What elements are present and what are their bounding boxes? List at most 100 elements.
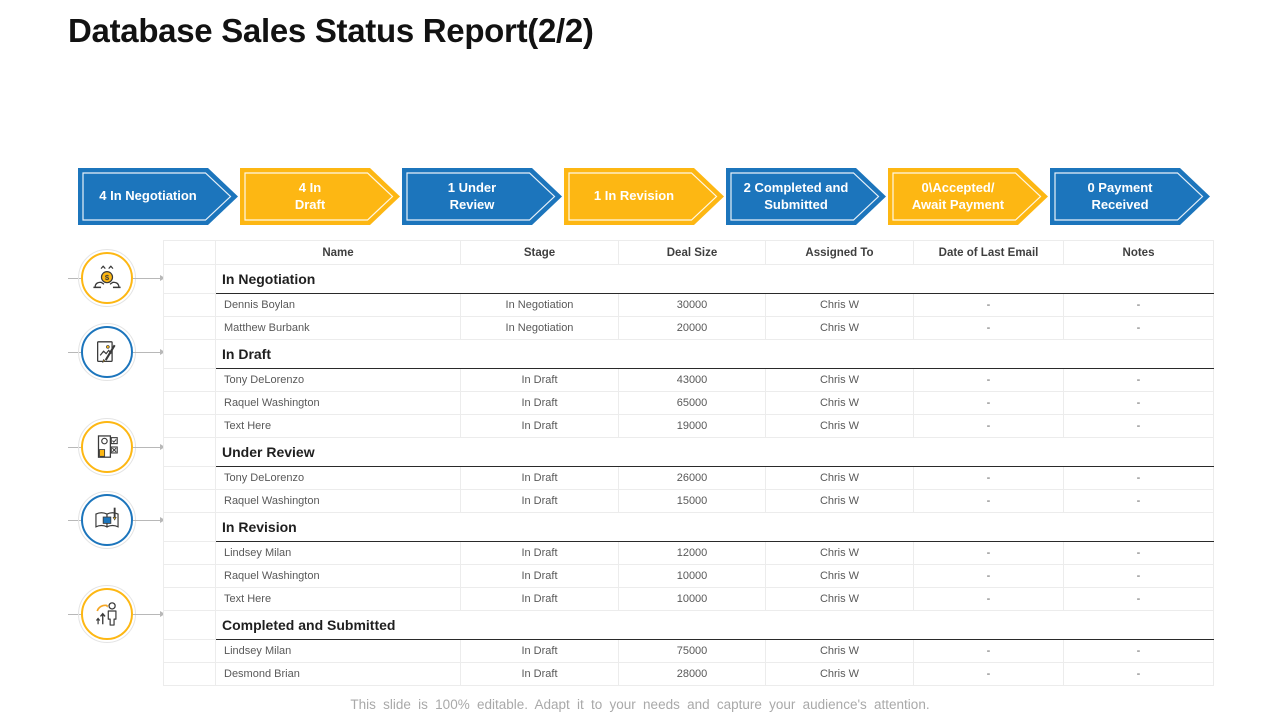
cell-deal[interactable]: 43000 xyxy=(618,368,766,392)
section-title[interactable]: Under Review xyxy=(215,437,1214,467)
cell-name[interactable]: Raquel Washington xyxy=(215,391,461,415)
pipeline-step-6[interactable]: 0\Accepted/ Await Payment xyxy=(888,168,1048,225)
section-title[interactable]: Completed and Submitted xyxy=(215,610,1214,640)
cell-assigned[interactable]: Chris W xyxy=(765,368,914,392)
cell-name[interactable]: Text Here xyxy=(215,587,461,611)
section-title[interactable]: In Revision xyxy=(215,512,1214,542)
cell-name[interactable]: Dennis Boylan xyxy=(215,293,461,317)
cell-name[interactable]: Desmond Brian xyxy=(215,662,461,686)
cell-date[interactable]: - xyxy=(913,662,1064,686)
cell-notes[interactable]: - xyxy=(1063,662,1214,686)
cell-assigned[interactable]: Chris W xyxy=(765,293,914,317)
row-spacer-cell xyxy=(163,316,216,340)
cell-name[interactable]: Text Here xyxy=(215,414,461,438)
cell-stage[interactable]: In Negotiation xyxy=(460,293,619,317)
cell-name[interactable]: Matthew Burbank xyxy=(215,316,461,340)
connector-arrow xyxy=(133,516,165,523)
cell-assigned[interactable]: Chris W xyxy=(765,489,914,513)
cell-deal[interactable]: 19000 xyxy=(618,414,766,438)
draft-document-icon[interactable] xyxy=(78,323,136,381)
cell-deal[interactable]: 12000 xyxy=(618,541,766,565)
cell-stage[interactable]: In Draft xyxy=(460,639,619,663)
revision-book-icon[interactable] xyxy=(78,491,136,549)
cell-assigned[interactable]: Chris W xyxy=(765,391,914,415)
row-spacer-cell xyxy=(163,489,216,513)
cell-stage[interactable]: In Draft xyxy=(460,662,619,686)
cell-name[interactable]: Raquel Washington xyxy=(215,489,461,513)
cell-notes[interactable]: - xyxy=(1063,564,1214,588)
cell-notes[interactable]: - xyxy=(1063,587,1214,611)
chevron-arrow-shape xyxy=(402,168,562,225)
cell-stage[interactable]: In Draft xyxy=(460,466,619,490)
cell-assigned[interactable]: Chris W xyxy=(765,316,914,340)
cell-notes[interactable]: - xyxy=(1063,368,1214,392)
cell-assigned[interactable]: Chris W xyxy=(765,466,914,490)
cell-date[interactable]: - xyxy=(913,466,1064,490)
cell-deal[interactable]: 65000 xyxy=(618,391,766,415)
cell-stage[interactable]: In Draft xyxy=(460,489,619,513)
cell-name[interactable]: Tony DeLorenzo xyxy=(215,368,461,392)
pipeline-step-1[interactable]: 4 In Negotiation xyxy=(78,168,238,225)
pipeline-step-4[interactable]: 1 In Revision xyxy=(564,168,724,225)
section-title[interactable]: In Negotiation xyxy=(215,264,1214,294)
connector-arrow xyxy=(133,610,165,617)
table-row: Tony DeLorenzo In Draft 43000 Chris W-- xyxy=(163,368,1214,392)
cell-stage[interactable]: In Draft xyxy=(460,391,619,415)
cell-stage[interactable]: In Draft xyxy=(460,414,619,438)
cell-assigned[interactable]: Chris W xyxy=(765,587,914,611)
section-title[interactable]: In Draft xyxy=(215,339,1214,369)
cell-notes[interactable]: - xyxy=(1063,639,1214,663)
review-checklist-icon[interactable] xyxy=(78,418,136,476)
cell-assigned[interactable]: Chris W xyxy=(765,662,914,686)
cell-date[interactable]: - xyxy=(913,368,1064,392)
cell-notes[interactable]: - xyxy=(1063,293,1214,317)
pipeline-step-label: 0 Payment Received xyxy=(1087,179,1153,212)
cell-date[interactable]: - xyxy=(913,489,1064,513)
cell-date[interactable]: - xyxy=(913,587,1064,611)
cell-deal[interactable]: 26000 xyxy=(618,466,766,490)
cell-notes[interactable]: - xyxy=(1063,391,1214,415)
cell-assigned[interactable]: Chris W xyxy=(765,414,914,438)
cell-date[interactable]: - xyxy=(913,391,1064,415)
cell-deal[interactable]: 75000 xyxy=(618,639,766,663)
cell-deal[interactable]: 20000 xyxy=(618,316,766,340)
cell-name[interactable]: Lindsey Milan xyxy=(215,541,461,565)
cell-deal[interactable]: 15000 xyxy=(618,489,766,513)
cell-assigned[interactable]: Chris W xyxy=(765,564,914,588)
cell-date[interactable]: - xyxy=(913,414,1064,438)
column-header-assigned-to: Assigned To xyxy=(765,240,914,265)
pipeline: 4 In Negotiation 4 In Draft 1 Under Review… xyxy=(78,168,1210,225)
cell-notes[interactable]: - xyxy=(1063,414,1214,438)
cell-stage[interactable]: In Draft xyxy=(460,368,619,392)
cell-notes[interactable]: - xyxy=(1063,316,1214,340)
pipeline-step-2[interactable]: 4 In Draft xyxy=(240,168,400,225)
cell-date[interactable]: - xyxy=(913,293,1064,317)
cell-assigned[interactable]: Chris W xyxy=(765,541,914,565)
coin-hands-icon[interactable]: $ xyxy=(78,249,136,307)
cell-name[interactable]: Tony DeLorenzo xyxy=(215,466,461,490)
cell-date[interactable]: - xyxy=(913,564,1064,588)
growth-person-icon[interactable] xyxy=(78,585,136,643)
cell-deal[interactable]: 10000 xyxy=(618,564,766,588)
cell-notes[interactable]: - xyxy=(1063,466,1214,490)
cell-date[interactable]: - xyxy=(913,316,1064,340)
cell-deal[interactable]: 28000 xyxy=(618,662,766,686)
cell-deal[interactable]: 10000 xyxy=(618,587,766,611)
cell-stage[interactable]: In Negotiation xyxy=(460,316,619,340)
table-row: Raquel Washington In Draft 65000 Chris W-- xyxy=(163,391,1214,415)
cell-stage[interactable]: In Draft xyxy=(460,587,619,611)
pipeline-step-5[interactable]: 2 Completed and Submitted xyxy=(726,168,886,225)
cell-assigned[interactable]: Chris W xyxy=(765,639,914,663)
cell-stage[interactable]: In Draft xyxy=(460,541,619,565)
header-spacer-cell xyxy=(163,240,216,265)
pipeline-step-3[interactable]: 1 Under Review xyxy=(402,168,562,225)
cell-notes[interactable]: - xyxy=(1063,489,1214,513)
cell-name[interactable]: Raquel Washington xyxy=(215,564,461,588)
cell-stage[interactable]: In Draft xyxy=(460,564,619,588)
pipeline-step-7[interactable]: 0 Payment Received xyxy=(1050,168,1210,225)
cell-name[interactable]: Lindsey Milan xyxy=(215,639,461,663)
cell-deal[interactable]: 30000 xyxy=(618,293,766,317)
cell-date[interactable]: - xyxy=(913,639,1064,663)
cell-notes[interactable]: - xyxy=(1063,541,1214,565)
cell-date[interactable]: - xyxy=(913,541,1064,565)
